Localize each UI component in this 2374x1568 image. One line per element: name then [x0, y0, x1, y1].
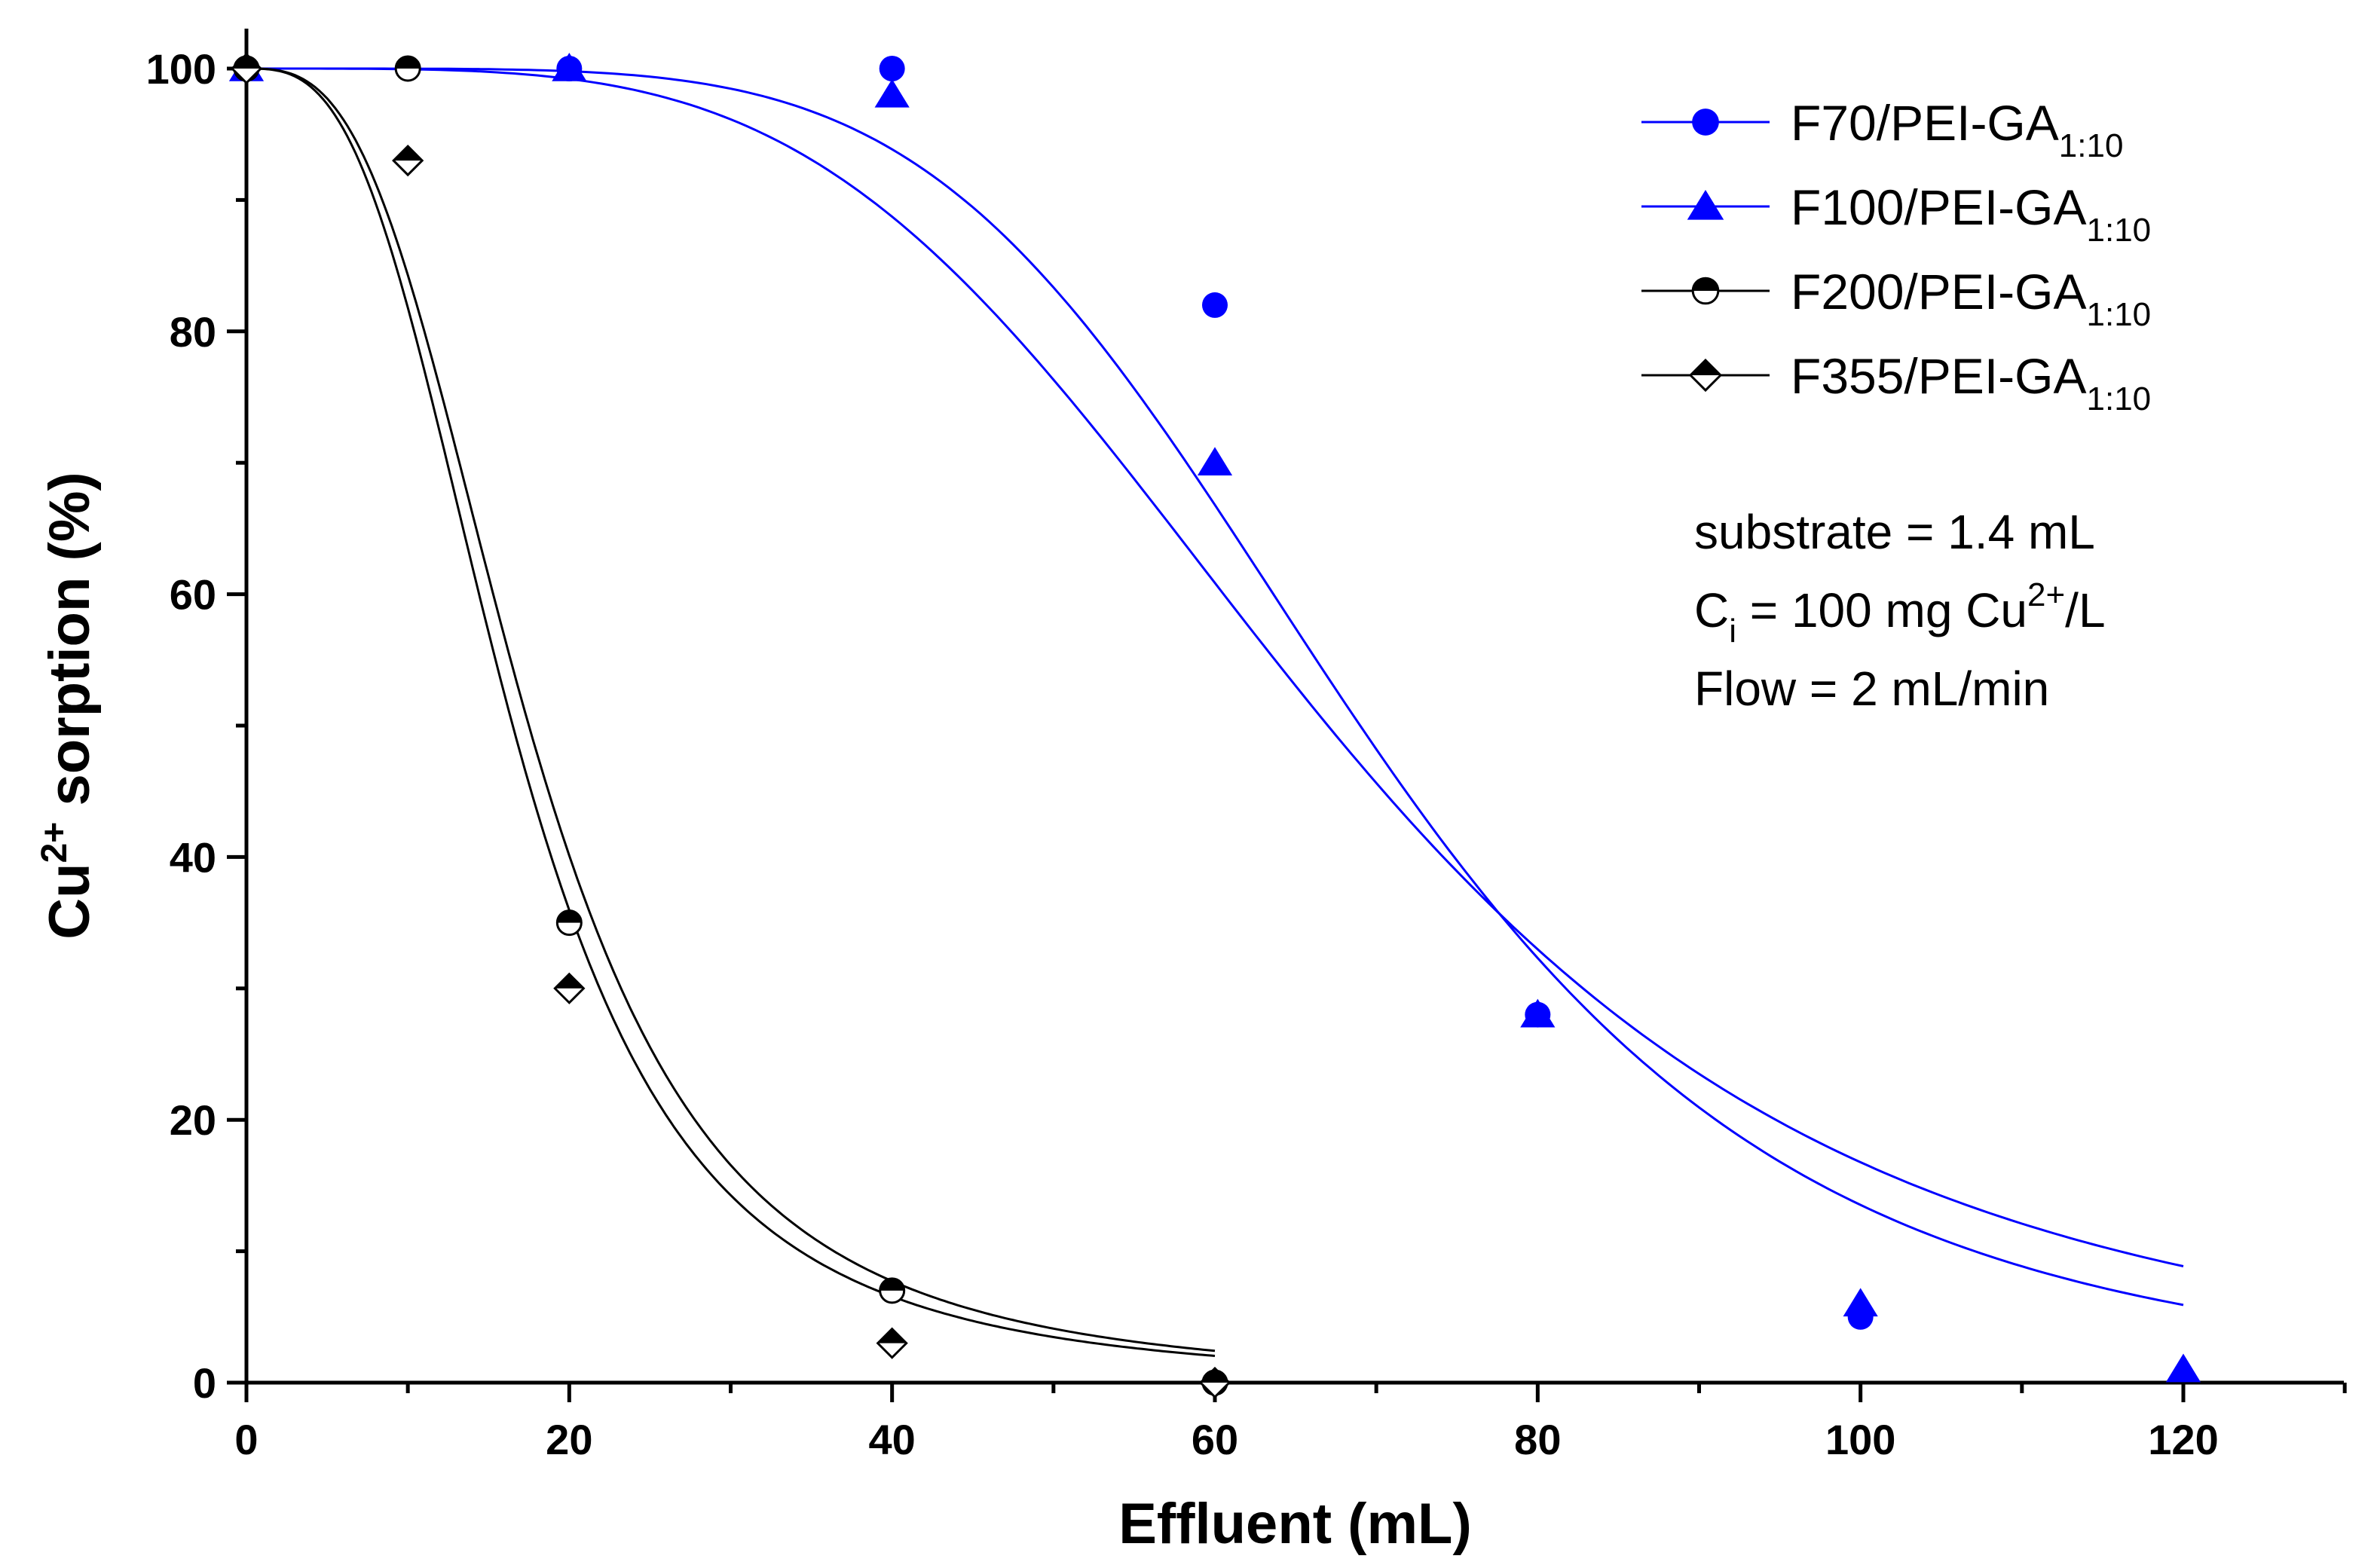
legend-label-sub: 1:10: [2087, 296, 2152, 333]
legend-entry: F70/PEI-GA1:10: [1641, 95, 2123, 164]
y-tick-label: 80: [170, 308, 216, 356]
data-point: [2165, 1353, 2201, 1383]
legend-label-sub: 1:10: [2059, 127, 2124, 164]
x-tick-label: 80: [1514, 1416, 1561, 1463]
marker-fill: [1693, 278, 1718, 291]
legend-label: F200/PEI-GA1:10: [1791, 264, 2151, 333]
annotation-part: C: [1694, 583, 1729, 637]
annotation-line: substrate = 1.4 mL: [1694, 505, 2095, 559]
legend-entry: F100/PEI-GA1:10: [1641, 179, 2151, 249]
data-point: [1688, 358, 1723, 393]
y-axis-title-sup: 2+: [35, 822, 75, 863]
annotation-part: i: [1729, 613, 1736, 650]
marker-fill: [393, 146, 423, 161]
x-axis-title: Effluent (mL): [1118, 1492, 1472, 1556]
data-point: [879, 56, 905, 81]
marker-fill: [232, 54, 261, 69]
marker-fill: [1690, 360, 1721, 375]
x-tick-label: 20: [546, 1416, 592, 1463]
marker-fill: [557, 910, 582, 923]
data-point: [879, 1277, 906, 1304]
data-points: [228, 52, 2201, 1399]
data-point: [392, 144, 424, 177]
axes: 0 20 40 60 80 100 120 0 20 40 60 80 100 Effluent (mL)…: [35, 29, 2347, 1556]
y-tick-label: 20: [170, 1096, 216, 1144]
legend-label-sub: 1:10: [2087, 212, 2152, 249]
data-point: [1692, 109, 1719, 136]
legend-entry: F200/PEI-GA1:10: [1641, 264, 2151, 333]
y-axis-title-rest: sorption (%): [38, 472, 102, 821]
data-point: [552, 53, 587, 81]
marker-fill: [1201, 1368, 1229, 1383]
marker-fill: [880, 1278, 904, 1291]
data-point: [1520, 998, 1556, 1028]
annotation-line: Ci = 100 mg Cu2+/L: [1694, 576, 2106, 650]
annotation-part: substrate = 1.4 mL: [1694, 505, 2095, 559]
data-point: [555, 909, 583, 937]
data-point: [1202, 292, 1228, 318]
marker-fill: [877, 1328, 907, 1343]
data-point: [1197, 447, 1233, 475]
marker-fill: [555, 974, 584, 989]
x-tick-label: 100: [1825, 1416, 1895, 1463]
legend: F70/PEI-GA1:10F100/PEI-GA1:10F200/PEI-GA…: [1641, 95, 2151, 417]
fit-curve: [246, 67, 1216, 1353]
annotation-line: Flow = 2 mL/min: [1694, 662, 2049, 716]
marker-fill: [396, 57, 421, 69]
x-tick-label: 120: [2148, 1416, 2218, 1463]
legend-label-main: F70/PEI-GA: [1791, 95, 2059, 151]
data-point: [553, 972, 586, 1004]
x-tick-label: 40: [869, 1416, 916, 1463]
legend-entry: F355/PEI-GA1:10: [1641, 348, 2151, 417]
data-point: [1198, 1366, 1231, 1399]
legend-label-main: F100/PEI-GA: [1791, 179, 2087, 235]
annotation-part: 2+: [2027, 576, 2065, 613]
y-tick-label: 60: [170, 571, 216, 619]
data-point: [876, 1327, 908, 1359]
y-axis-title-base: Cu: [38, 863, 102, 939]
data-point: [1687, 189, 1724, 220]
y-axis-title: Cu2+ sorption (%): [35, 472, 102, 939]
legend-label: F100/PEI-GA1:10: [1791, 179, 2151, 249]
y-tick-label: 40: [170, 833, 216, 881]
legend-label: F70/PEI-GA1:10: [1791, 95, 2123, 164]
legend-label-main: F200/PEI-GA: [1791, 264, 2087, 319]
annotation-part: Flow = 2 mL/min: [1694, 662, 2049, 716]
data-point: [394, 55, 421, 82]
data-point: [874, 78, 910, 108]
annotation-part: = 100 mg Cu: [1736, 583, 2027, 637]
legend-label-sub: 1:10: [2087, 381, 2152, 417]
legend-label-main: F355/PEI-GA: [1791, 348, 2087, 404]
x-tick-label: 0: [234, 1416, 258, 1463]
y-tick-label: 0: [193, 1359, 216, 1407]
annotation-block: substrate = 1.4 mL Ci = 100 mg Cu2+/L Flow…: [1694, 505, 2106, 716]
y-tick-label: 100: [146, 45, 216, 93]
annotation-part: /L: [2065, 583, 2105, 637]
data-point: [230, 52, 263, 85]
data-point: [1691, 277, 1720, 305]
x-tick-label: 60: [1192, 1416, 1238, 1463]
data-point: [1843, 1288, 1878, 1317]
fit-curve: [246, 67, 1216, 1357]
legend-label: F355/PEI-GA1:10: [1791, 348, 2151, 417]
